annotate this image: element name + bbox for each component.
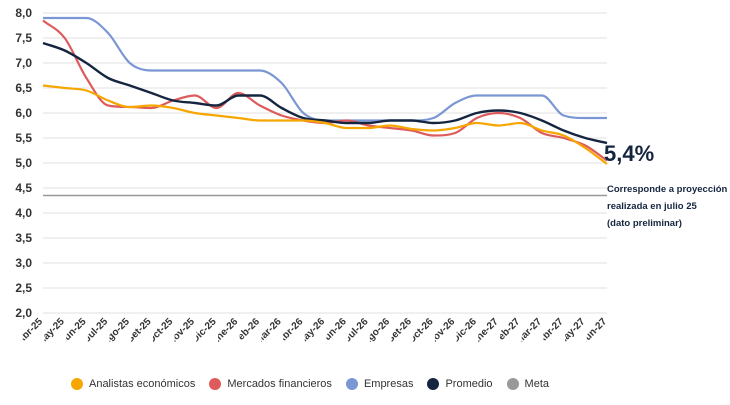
svg-text:2,5: 2,5 bbox=[15, 281, 32, 295]
svg-text:3,5: 3,5 bbox=[15, 231, 32, 245]
svg-text:4,5: 4,5 bbox=[15, 181, 32, 195]
svg-text:4,0: 4,0 bbox=[15, 206, 32, 220]
svg-text:2,0: 2,0 bbox=[15, 306, 32, 320]
svg-text:7,5: 7,5 bbox=[15, 31, 32, 45]
svg-text:5,5: 5,5 bbox=[15, 131, 32, 145]
svg-text:6,5: 6,5 bbox=[15, 81, 32, 95]
svg-text:5,0: 5,0 bbox=[15, 156, 32, 170]
svg-text:3,0: 3,0 bbox=[15, 256, 32, 270]
svg-text:7,0: 7,0 bbox=[15, 56, 32, 70]
svg-text:8,0: 8,0 bbox=[15, 6, 32, 20]
svg-text:6,0: 6,0 bbox=[15, 106, 32, 120]
